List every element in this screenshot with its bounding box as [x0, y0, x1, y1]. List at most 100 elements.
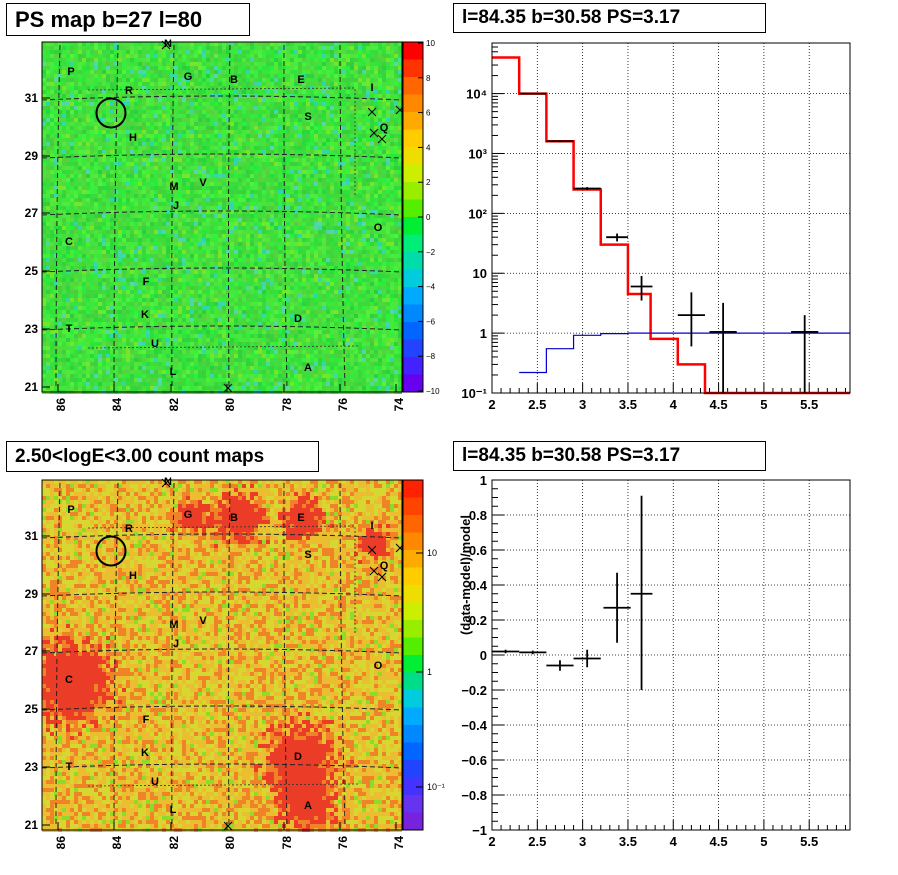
ps-map-pixel	[102, 170, 106, 174]
ps-map-pixel	[74, 138, 78, 142]
ps-map-pixel	[354, 230, 358, 234]
ps-map-pixel	[110, 94, 114, 98]
ps-map-pixel	[122, 66, 126, 70]
ps-map-pixel	[206, 102, 210, 106]
ps-map-pixel	[150, 258, 154, 262]
ps-map-pixel	[130, 74, 134, 78]
ps-map-pixel	[266, 258, 270, 262]
ps-map-pixel	[210, 182, 214, 186]
ps-map-pixel	[42, 258, 46, 262]
ps-map-pixel	[58, 182, 62, 186]
ps-map-pixel	[226, 126, 230, 130]
ps-map-pixel	[250, 106, 254, 110]
ps-map-pixel	[334, 194, 338, 198]
ps-map-pixel	[210, 254, 214, 258]
ps-map-pixel	[278, 82, 282, 86]
ps-map-pixel	[182, 74, 186, 78]
ps-map-pixel	[198, 150, 202, 154]
ps-map-pixel	[138, 58, 142, 62]
ps-map-pixel	[94, 234, 98, 238]
ps-map-pixel	[158, 242, 162, 246]
ps-map-pixel	[238, 86, 242, 90]
ps-map-pixel	[138, 218, 142, 222]
ps-map-pixel	[146, 246, 150, 250]
ps-map-pixel	[250, 258, 254, 262]
ps-map-pixel	[178, 130, 182, 134]
ps-map-pixel	[262, 146, 266, 150]
ps-map-pixel	[314, 58, 318, 62]
ps-map-pixel	[174, 134, 178, 138]
ps-map-pixel	[270, 142, 274, 146]
ps-map-pixel	[370, 130, 374, 134]
ps-map-pixel	[50, 130, 54, 134]
ps-map-pixel	[362, 222, 366, 226]
ps-map-pixel	[70, 78, 74, 82]
ps-map-pixel	[182, 86, 186, 90]
ps-map-pixel	[278, 98, 282, 102]
ps-map-pixel	[218, 214, 222, 218]
ps-map-pixel	[106, 170, 110, 174]
ps-map-pixel	[138, 94, 142, 98]
ps-map-pixel	[258, 142, 262, 146]
ps-map-pixel	[234, 98, 238, 102]
ps-map-pixel	[162, 90, 166, 94]
ps-map-pixel	[230, 42, 234, 46]
ps-map-pixel	[206, 146, 210, 150]
ps-map-pixel	[62, 98, 66, 102]
ps-map-pixel	[386, 126, 390, 130]
ps-map-pixel	[94, 106, 98, 110]
ps-map-pixel	[50, 62, 54, 66]
ps-map-pixel	[190, 138, 194, 142]
ps-map-pixel	[266, 130, 270, 134]
ps-map-pixel	[130, 110, 134, 114]
ps-map-pixel	[226, 74, 230, 78]
ps-map-pixel	[202, 50, 206, 54]
ps-map-pixel	[138, 186, 142, 190]
ps-map-pixel	[146, 130, 150, 134]
ps-map-pixel	[102, 214, 106, 218]
ps-map-pixel	[154, 238, 158, 242]
ps-map-pixel	[310, 138, 314, 142]
ps-map-pixel	[278, 138, 282, 142]
ps-map-pixel	[330, 222, 334, 226]
ps-map-pixel	[330, 50, 334, 54]
ps-map-pixel	[90, 170, 94, 174]
ps-map-pixel	[346, 226, 350, 230]
ps-map-pixel	[370, 254, 374, 258]
ps-map-pixel	[86, 206, 90, 210]
ps-map-pixel	[122, 158, 126, 162]
ps-map-pixel	[218, 66, 222, 70]
ps-map-pixel	[390, 82, 394, 86]
ps-map-pixel	[118, 146, 122, 150]
ps-map-pixel	[146, 78, 150, 82]
ps-map-pixel	[366, 238, 370, 242]
ps-map-pixel	[326, 194, 330, 198]
ps-map-pixel	[162, 138, 166, 142]
ps-map-pixel	[286, 46, 290, 50]
ps-map-pixel	[42, 182, 46, 186]
ps-map-pixel	[198, 254, 202, 258]
ps-map-pixel	[94, 150, 98, 154]
ps-map-pixel	[194, 54, 198, 58]
ps-map-pixel	[278, 130, 282, 134]
ps-map-pixel	[230, 174, 234, 178]
ps-map-pixel	[54, 78, 58, 82]
ps-map-pixel	[394, 194, 398, 198]
ps-map-pixel	[322, 66, 326, 70]
ps-map-pixel	[274, 242, 278, 246]
ps-map-pixel	[214, 50, 218, 54]
ps-map-pixel	[346, 206, 350, 210]
ps-map-pixel	[102, 42, 106, 46]
ps-map-pixel	[258, 78, 262, 82]
ps-map-pixel	[170, 234, 174, 238]
ps-map-pixel	[70, 154, 74, 158]
ps-map-pixel	[246, 182, 250, 186]
ps-map-pixel	[194, 86, 198, 90]
ps-map-pixel	[66, 190, 70, 194]
ps-map-pixel	[170, 218, 174, 222]
ps-map-pixel	[82, 50, 86, 54]
ps-map-pixel	[298, 242, 302, 246]
ps-map-pixel	[178, 214, 182, 218]
ps-map-pixel	[370, 98, 374, 102]
ps-map-pixel	[190, 98, 194, 102]
